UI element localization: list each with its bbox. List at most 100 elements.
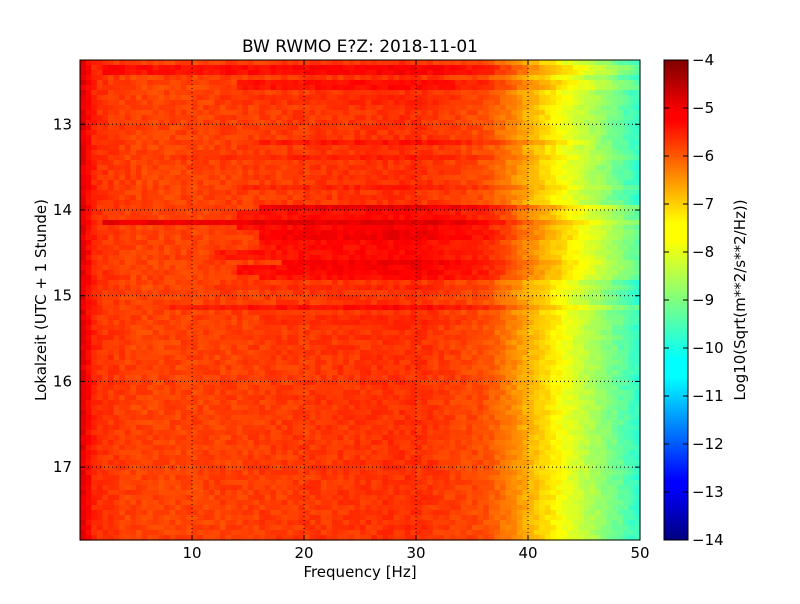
- heatmap-cell: [432, 185, 439, 191]
- heatmap-cell: [326, 240, 333, 246]
- heatmap-cell: [595, 170, 602, 176]
- heatmap-cell: [449, 250, 456, 256]
- heatmap-cell: [544, 70, 551, 76]
- heatmap-cell: [589, 95, 596, 101]
- heatmap-cell: [589, 70, 596, 76]
- heatmap-cell: [606, 75, 613, 81]
- heatmap-cell: [276, 275, 283, 281]
- heatmap-cell: [511, 150, 518, 156]
- heatmap-cell: [460, 180, 467, 186]
- heatmap-cell: [197, 235, 204, 241]
- heatmap-cell: [488, 205, 495, 211]
- heatmap-cell: [522, 260, 529, 266]
- heatmap-cell: [124, 130, 131, 136]
- heatmap-cell: [292, 185, 299, 191]
- heatmap-cell: [466, 215, 473, 221]
- heatmap-cell: [309, 280, 316, 286]
- heatmap-cell: [337, 145, 344, 151]
- heatmap-cell: [175, 225, 182, 231]
- heatmap-cell: [371, 290, 378, 296]
- heatmap-cell: [466, 225, 473, 231]
- heatmap-cell: [208, 185, 215, 191]
- heatmap-cell: [309, 130, 316, 136]
- heatmap-cell: [612, 290, 619, 296]
- heatmap-cell: [455, 250, 462, 256]
- heatmap-cell: [85, 180, 92, 186]
- heatmap-cell: [287, 220, 294, 226]
- heatmap-cell: [438, 160, 445, 166]
- heatmap-cell: [388, 70, 395, 76]
- heatmap-cell: [634, 170, 641, 176]
- heatmap-cell: [147, 190, 154, 196]
- heatmap-cell: [539, 140, 546, 146]
- heatmap-cell: [231, 80, 238, 86]
- heatmap-cell: [354, 105, 361, 111]
- heatmap-cell: [141, 270, 148, 276]
- heatmap-cell: [281, 155, 288, 161]
- heatmap-cell: [113, 190, 120, 196]
- heatmap-cell: [197, 180, 204, 186]
- heatmap-cell: [276, 290, 283, 296]
- heatmap-cell: [600, 245, 607, 251]
- heatmap-cell: [556, 85, 563, 91]
- heatmap-cell: [444, 130, 451, 136]
- heatmap-cell: [539, 195, 546, 201]
- heatmap-cell: [259, 145, 266, 151]
- heatmap-cell: [292, 145, 299, 151]
- heatmap-cell: [623, 210, 630, 216]
- heatmap-cell: [136, 300, 143, 306]
- heatmap-cell: [242, 135, 249, 141]
- heatmap-cell: [315, 255, 322, 261]
- heatmap-cell: [432, 290, 439, 296]
- heatmap-cell: [287, 300, 294, 306]
- heatmap-cell: [186, 235, 193, 241]
- heatmap-cell: [158, 85, 165, 91]
- heatmap-cell: [404, 160, 411, 166]
- heatmap-cell: [371, 180, 378, 186]
- heatmap-cell: [124, 245, 131, 251]
- heatmap-cell: [388, 165, 395, 171]
- heatmap-cell: [337, 220, 344, 226]
- heatmap-cell: [175, 290, 182, 296]
- heatmap-cell: [80, 220, 87, 226]
- heatmap-cell: [119, 150, 126, 156]
- heatmap-cell: [348, 190, 355, 196]
- heatmap-cell: [113, 70, 120, 76]
- heatmap-cell: [354, 265, 361, 271]
- heatmap-cell: [455, 270, 462, 276]
- heatmap-cell: [175, 260, 182, 266]
- heatmap-cell: [449, 210, 456, 216]
- heatmap-cell: [466, 170, 473, 176]
- heatmap-cell: [141, 290, 148, 296]
- heatmap-cell: [292, 305, 299, 311]
- heatmap-cell: [220, 85, 227, 91]
- heatmap-cell: [147, 265, 154, 271]
- heatmap-cell: [589, 90, 596, 96]
- heatmap-cell: [600, 280, 607, 286]
- heatmap-cell: [236, 240, 243, 246]
- heatmap-cell: [432, 245, 439, 251]
- heatmap-cell: [320, 280, 327, 286]
- heatmap-cell: [348, 245, 355, 251]
- heatmap-cell: [365, 230, 372, 236]
- heatmap-cell: [337, 100, 344, 106]
- heatmap-cell: [326, 75, 333, 81]
- heatmap-cell: [96, 205, 103, 211]
- heatmap-cell: [623, 135, 630, 141]
- heatmap-cell: [208, 285, 215, 291]
- heatmap-cell: [192, 135, 199, 141]
- heatmap-cell: [124, 275, 131, 281]
- heatmap-cell: [320, 175, 327, 181]
- heatmap-cell: [147, 260, 154, 266]
- heatmap-cell: [488, 75, 495, 81]
- heatmap-cell: [147, 185, 154, 191]
- heatmap-cell: [264, 200, 271, 206]
- heatmap-cell: [438, 250, 445, 256]
- heatmap-cell: [595, 120, 602, 126]
- heatmap-cell: [572, 125, 579, 131]
- heatmap-cell: [130, 100, 137, 106]
- heatmap-cell: [404, 240, 411, 246]
- heatmap-cell: [567, 130, 574, 136]
- heatmap-cell: [326, 145, 333, 151]
- heatmap-cell: [455, 210, 462, 216]
